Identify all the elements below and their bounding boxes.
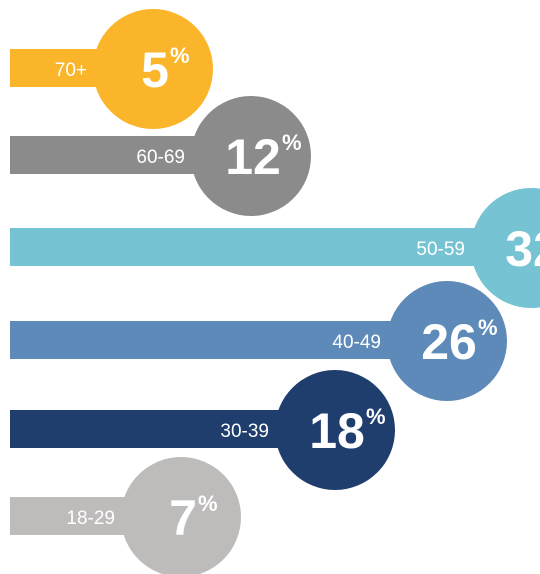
bar-end-circle [387,281,507,401]
bar-group: 70+ 5% [10,9,213,129]
value-label: 5 [141,42,169,98]
bar [10,321,447,359]
bar-group: 60-69 12% [10,96,311,216]
category-label: 50-59 [416,239,465,260]
bar-group: 30-39 18% [10,370,395,490]
bar-group: 50-5932% [10,188,540,308]
value-percent-sign: % [478,315,498,340]
value-percent-sign: % [170,43,190,68]
bar-group: 18-29 7% [10,457,241,574]
bar [10,228,531,266]
category-label: 70+ [55,60,87,81]
value-percent-sign: % [282,130,302,155]
bar-end-circle [93,9,213,129]
value-percent-sign: % [366,404,386,429]
value-label: 7 [169,490,197,546]
value-label: 18 [309,403,365,459]
bar-end-circle [471,188,540,308]
category-label: 60-69 [136,147,185,168]
value-label: 12 [225,129,281,185]
bar-end-circle [191,96,311,216]
category-label: 18-29 [66,508,115,529]
category-label: 30-39 [220,421,269,442]
value-label: 32 [505,221,540,277]
bar-end-circle [121,457,241,574]
value-percent-sign: % [198,491,218,516]
bar-group: 40-49 26% [10,281,507,401]
bar-end-circle [275,370,395,490]
category-label: 40-49 [332,332,381,353]
value-label: 26 [421,314,477,370]
